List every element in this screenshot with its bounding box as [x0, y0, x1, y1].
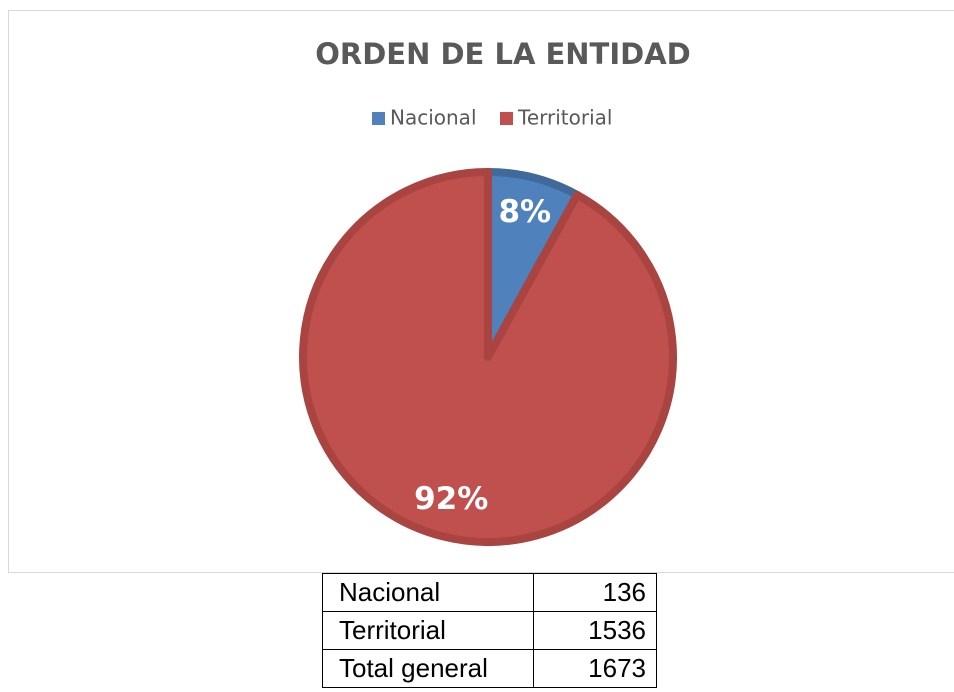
data-table: Nacional 136 Territorial 1536 Total general 1… [322, 573, 657, 688]
row-value: 1673 [533, 649, 657, 688]
legend-label: Territorial [517, 106, 612, 130]
row-value: 1536 [533, 611, 657, 650]
pie-slice [299, 168, 677, 546]
legend-swatch [500, 112, 513, 125]
table-row: Total general 1673 [322, 649, 657, 688]
chart: ORDEN DE LA ENTIDAD Nacional Territorial 8… [8, 10, 954, 573]
legend-swatch [372, 112, 385, 125]
chart-title: ORDEN DE LA ENTIDAD [315, 37, 690, 71]
row-label: Nacional [322, 573, 534, 612]
data-label: 8% [498, 194, 551, 230]
row-label: Territorial [322, 611, 534, 650]
row-label: Total general [322, 649, 534, 688]
data-label: 92% [414, 481, 488, 517]
table-row: Territorial 1536 [322, 611, 657, 650]
legend-label: Nacional [390, 106, 477, 130]
row-value: 136 [533, 573, 657, 612]
table-row: Nacional 136 [322, 573, 657, 612]
